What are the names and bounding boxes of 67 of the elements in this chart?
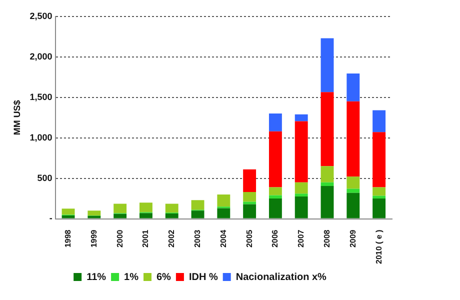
bar xyxy=(88,216,101,218)
bar xyxy=(294,182,308,194)
bar xyxy=(62,216,75,218)
y-axis-title: MM US$ xyxy=(12,100,22,136)
x-tick-label: 2010 ( e ) xyxy=(374,229,384,264)
bar xyxy=(346,101,360,177)
legend-label: 11% xyxy=(86,272,106,283)
bar xyxy=(320,38,334,92)
bar xyxy=(372,132,386,188)
bar xyxy=(217,208,230,218)
x-tick-label: 1999 xyxy=(89,229,98,248)
bar xyxy=(294,196,308,218)
y-tick-label: 1,500 xyxy=(30,92,52,102)
bar xyxy=(243,204,256,218)
x-tick-label: 2007 xyxy=(296,229,306,248)
x-tick-label: 2005 xyxy=(244,229,254,248)
y-tick-label: - xyxy=(49,213,52,224)
bar xyxy=(139,213,152,218)
bar xyxy=(165,204,178,213)
bar xyxy=(114,204,127,214)
legend-label: 6% xyxy=(156,272,172,283)
x-tick-label: 2002 xyxy=(167,229,176,248)
x-tick-label: 2008 xyxy=(322,229,332,248)
legend-label: 1% xyxy=(124,272,139,283)
bar xyxy=(320,92,334,166)
bar xyxy=(268,198,282,218)
bar xyxy=(346,192,360,218)
legend-label: Nacionalization x% xyxy=(236,272,327,283)
x-tick-label: 2009 xyxy=(348,229,358,248)
bar xyxy=(165,213,178,218)
bar xyxy=(320,186,334,218)
x-tick-label: 2003 xyxy=(192,229,202,248)
bar xyxy=(88,210,101,216)
bar xyxy=(372,110,386,132)
bar xyxy=(243,169,256,192)
x-tick-label: 2006 xyxy=(270,229,280,248)
bar xyxy=(294,194,308,196)
bar xyxy=(268,131,282,188)
y-tick-label: 500 xyxy=(37,172,52,183)
bar xyxy=(346,188,360,193)
bar xyxy=(294,121,308,182)
bar xyxy=(62,208,75,215)
bar xyxy=(191,210,204,218)
legend-label: IDH % xyxy=(188,272,218,283)
bar xyxy=(191,200,204,210)
bar xyxy=(320,166,334,182)
bar xyxy=(268,187,282,196)
y-tick-label: 1,000 xyxy=(30,132,52,142)
bar xyxy=(294,114,308,122)
y-tick-label: 2,500 xyxy=(30,10,52,21)
bar xyxy=(346,73,360,102)
bar xyxy=(320,182,334,186)
bar xyxy=(268,195,282,199)
bar xyxy=(346,176,360,189)
bar xyxy=(114,214,127,218)
bar xyxy=(139,202,152,212)
bar xyxy=(268,114,282,132)
x-tick-label: 1998 xyxy=(63,229,72,248)
bar xyxy=(372,196,386,199)
x-tick-label: 2001 xyxy=(141,229,150,248)
bar xyxy=(217,194,230,207)
bar xyxy=(372,198,386,218)
x-tick-label: 2000 xyxy=(115,229,124,248)
y-tick-label: 2,000 xyxy=(30,51,52,62)
bar xyxy=(243,192,256,202)
bar xyxy=(372,187,386,196)
x-tick-label: 2004 xyxy=(218,229,228,248)
